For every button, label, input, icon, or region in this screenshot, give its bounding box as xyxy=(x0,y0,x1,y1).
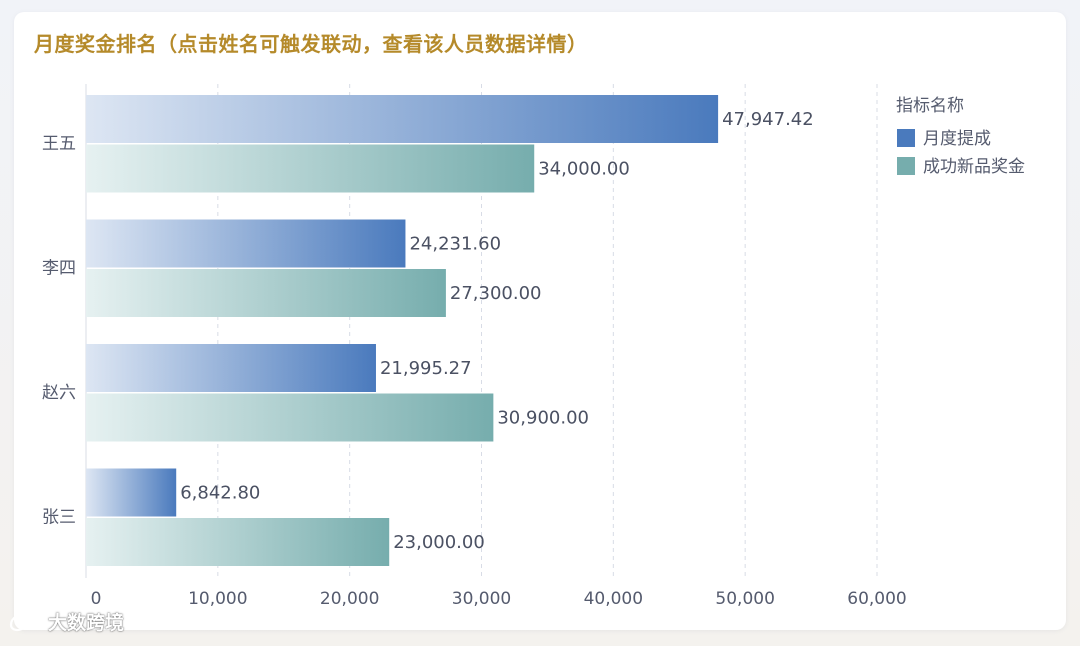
bar-new-product-bonus[interactable] xyxy=(86,518,390,566)
bar-new-product-bonus[interactable] xyxy=(86,144,535,193)
y-category-label[interactable]: 赵六 xyxy=(42,383,76,403)
watermark-text: 大数跨境 xyxy=(48,612,125,634)
y-category-label[interactable]: 李四 xyxy=(42,259,76,279)
legend-swatch[interactable] xyxy=(897,129,915,147)
legend-item-label[interactable]: 月度提成 xyxy=(923,129,991,149)
x-axis-ticks: 0 10,000 20,000 30,000 40,000 50,000 60,000 xyxy=(91,589,907,609)
bar-value-label: 27,300.00 xyxy=(450,283,542,304)
x-tick-label: 10,000 xyxy=(188,589,247,609)
watermark-logo-icon xyxy=(9,613,40,631)
y-category-label[interactable]: 王五 xyxy=(42,134,76,154)
bar-monthly-commission[interactable] xyxy=(86,219,406,268)
legend-title: 指标名称 xyxy=(896,96,964,116)
x-tick-label: 20,000 xyxy=(320,589,379,609)
data-labels: 47,947.42 34,000.00 24,231.60 27,300.00 21,9… xyxy=(180,109,814,553)
y-category-label[interactable]: 张三 xyxy=(42,508,76,528)
x-tick-label: 40,000 xyxy=(584,589,643,609)
bar-new-product-bonus[interactable] xyxy=(86,393,494,442)
x-tick-label: 50,000 xyxy=(715,589,774,609)
x-tick-label: 0 xyxy=(91,589,102,609)
bar-value-label: 6,842.80 xyxy=(180,483,260,504)
bar-value-label: 47,947.42 xyxy=(722,109,814,130)
bar-value-label: 21,995.27 xyxy=(380,358,472,379)
bar-new-product-bonus[interactable] xyxy=(86,269,446,317)
bar-value-label: 24,231.60 xyxy=(409,234,501,255)
bar-monthly-commission[interactable] xyxy=(86,468,177,517)
x-tick-label: 30,000 xyxy=(452,589,511,609)
legend-item-label[interactable]: 成功新品奖金 xyxy=(923,157,1025,177)
bar-value-label: 23,000.00 xyxy=(393,532,485,553)
bar-monthly-commission[interactable] xyxy=(86,95,719,143)
bars xyxy=(86,95,719,566)
watermark: 大数跨境 xyxy=(8,608,124,635)
bar-monthly-commission[interactable] xyxy=(86,344,376,392)
x-tick-label: 60,000 xyxy=(847,589,906,609)
legend-swatch[interactable] xyxy=(897,157,915,175)
chart-title: 月度奖金排名（点击姓名可触发联动，查看该人员数据详情） xyxy=(34,32,588,56)
bar-value-label: 30,900.00 xyxy=(497,408,589,429)
bar-value-label: 34,000.00 xyxy=(538,159,630,180)
